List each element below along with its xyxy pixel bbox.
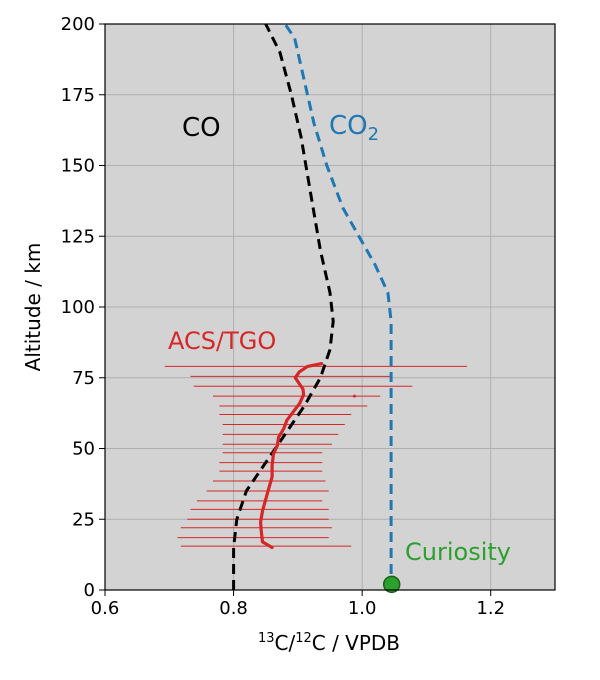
grid: [104, 23, 555, 591]
acs-stray-point: [352, 394, 356, 398]
series-line-co: [283, 23, 393, 590]
y-tick-label: 25: [72, 509, 95, 530]
series-line-co: [232, 23, 335, 590]
x-label-tail: C / VPDB: [312, 631, 400, 655]
annotation-co2-sub: 2: [368, 124, 379, 145]
series-line-acs-tgo: [259, 362, 324, 550]
series-lines: [232, 23, 393, 590]
x-tick-label: 0.6: [91, 598, 120, 619]
y-tick-label: 200: [61, 14, 95, 35]
y-tick-label: 0: [84, 580, 95, 601]
annotation-curiosity: Curiosity: [405, 538, 511, 566]
y-tick-label: 150: [61, 156, 95, 177]
annotation-co2-main: CO: [329, 111, 368, 141]
points: [352, 394, 401, 594]
y-tick-label: 125: [61, 226, 95, 247]
y-tick-label: 75: [72, 368, 95, 389]
y-tick-label: 175: [61, 85, 95, 106]
axis-ticks: 0.6 0.8 1.0 1.2 0 25 50 75 100 125 150 175 200: [61, 14, 505, 619]
y-tick-label: 50: [72, 439, 95, 460]
annotation-co2: CO2: [329, 111, 379, 145]
y-tick-label: 100: [61, 297, 95, 318]
x-label-iso1: 13: [258, 631, 275, 646]
x-label-mid: C/: [275, 631, 296, 655]
x-tick-label: 0.8: [219, 598, 248, 619]
annotation-acs: ACS/TGO: [168, 327, 276, 355]
x-label-iso2: 12: [295, 631, 312, 646]
y-axis-label: Altitude / km: [21, 243, 45, 372]
x-axis-label: 13C/12C / VPDB: [258, 631, 400, 655]
annotation-co: CO: [182, 113, 221, 143]
x-tick-label: 1.2: [476, 598, 505, 619]
x-tick-label: 1.0: [348, 598, 377, 619]
curiosity-point: [382, 575, 401, 594]
